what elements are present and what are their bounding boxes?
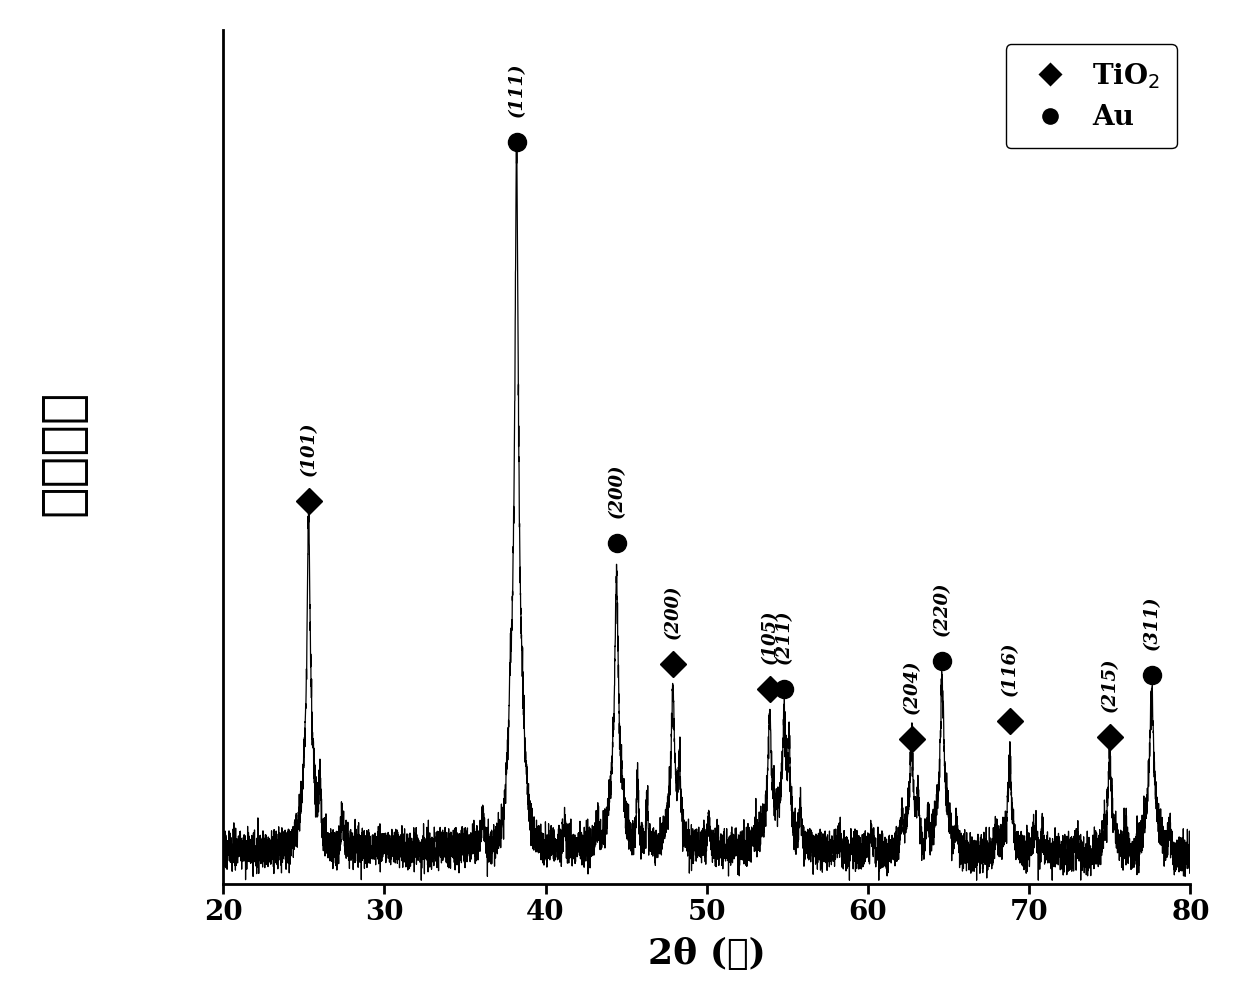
Text: (311): (311) [1143,596,1161,650]
Text: (111): (111) [507,62,526,118]
Text: (116): (116) [1001,641,1019,695]
Text: (200): (200) [663,585,682,639]
Text: (204): (204) [903,659,920,714]
Text: (220): (220) [934,581,951,635]
Text: (105): (105) [760,609,779,663]
Legend: TiO$_2$, Au: TiO$_2$, Au [1006,44,1177,148]
Text: (101): (101) [300,421,317,476]
X-axis label: 2θ (度): 2θ (度) [647,937,766,971]
Text: (211): (211) [775,610,794,664]
Text: (215): (215) [1101,658,1118,713]
Text: 相对强度: 相对强度 [36,389,88,516]
Text: (200): (200) [608,463,625,519]
